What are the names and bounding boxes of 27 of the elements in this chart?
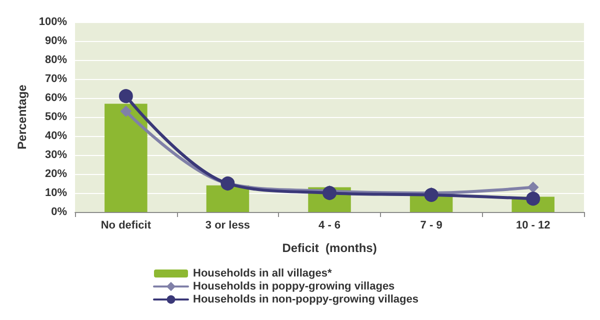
legend-label: Households in non-poppy-growing villages xyxy=(193,294,418,306)
y-tick-label: 30% xyxy=(45,149,68,161)
x-tick-label: 7 - 9 xyxy=(420,220,442,232)
x-tick-label: 4 - 6 xyxy=(318,220,341,232)
point xyxy=(424,188,438,202)
y-tick-label: 10% xyxy=(45,187,68,199)
legend-label: Households in all villages* xyxy=(193,268,332,280)
y-tick-label: 0% xyxy=(51,206,68,218)
y-tick-label: 70% xyxy=(45,73,68,85)
x-tick-label: 10 - 12 xyxy=(516,220,550,232)
y-tick-label: 20% xyxy=(45,168,68,180)
y-tick-label: 90% xyxy=(45,35,68,47)
x-tick-label: No deficit xyxy=(100,220,152,232)
point xyxy=(528,182,539,193)
bar xyxy=(104,104,148,212)
x-axis-title: Deficit (months) xyxy=(282,241,377,255)
legend-label: Households in poppy-growing villages xyxy=(193,280,395,292)
y-tick-label: 40% xyxy=(45,130,68,142)
y-tick-label: 60% xyxy=(45,92,68,104)
y-tick-label: 50% xyxy=(45,111,68,123)
point xyxy=(118,89,133,104)
y-axis-title: Percentage xyxy=(15,84,29,150)
x-tick-label: 3 or less xyxy=(205,220,250,232)
point xyxy=(120,106,132,117)
bar xyxy=(206,185,250,212)
y-tick-label: 80% xyxy=(45,54,68,66)
y-tick-label: 100% xyxy=(38,16,68,28)
